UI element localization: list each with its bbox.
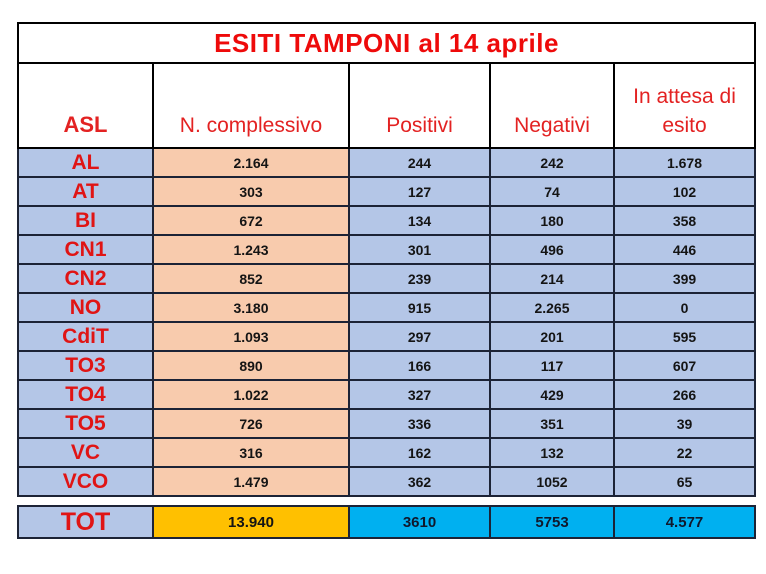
- total-table: TOT 13.940 3610 5753 4.577: [17, 505, 756, 539]
- attesa-cell: 0: [613, 292, 756, 323]
- table-row: TO4 1.022 327 429 266: [17, 379, 756, 410]
- positivi-cell: 244: [348, 147, 491, 178]
- attesa-cell: 102: [613, 176, 756, 207]
- title-row: ESITI TAMPONI al 14 aprile: [17, 22, 756, 64]
- column-header-asl: ASL: [17, 62, 154, 149]
- complessivo-cell: 1.243: [152, 234, 350, 265]
- total-positivi-cell: 3610: [348, 505, 491, 539]
- asl-cell: CN2: [17, 263, 154, 294]
- asl-cell: NO: [17, 292, 154, 323]
- positivi-cell: 301: [348, 234, 491, 265]
- negativi-cell: 74: [489, 176, 615, 207]
- negativi-cell: 429: [489, 379, 615, 410]
- complessivo-cell: 3.180: [152, 292, 350, 323]
- attesa-cell: 446: [613, 234, 756, 265]
- column-header-positivi: Positivi: [348, 62, 491, 149]
- table-row: VC 316 162 132 22: [17, 437, 756, 468]
- complessivo-cell: 726: [152, 408, 350, 439]
- asl-cell: VCO: [17, 466, 154, 497]
- complessivo-cell: 2.164: [152, 147, 350, 178]
- total-attesa-cell: 4.577: [613, 505, 756, 539]
- page-title: ESITI TAMPONI al 14 aprile: [17, 22, 756, 64]
- negativi-cell: 351: [489, 408, 615, 439]
- asl-cell: CdiT: [17, 321, 154, 352]
- positivi-cell: 239: [348, 263, 491, 294]
- complessivo-cell: 303: [152, 176, 350, 207]
- attesa-cell: 22: [613, 437, 756, 468]
- positivi-cell: 127: [348, 176, 491, 207]
- complessivo-cell: 1.093: [152, 321, 350, 352]
- negativi-cell: 2.265: [489, 292, 615, 323]
- positivi-cell: 362: [348, 466, 491, 497]
- complessivo-cell: 316: [152, 437, 350, 468]
- negativi-cell: 180: [489, 205, 615, 236]
- table-row: NO 3.180 915 2.265 0: [17, 292, 756, 323]
- positivi-cell: 327: [348, 379, 491, 410]
- positivi-cell: 166: [348, 350, 491, 381]
- asl-cell: TO4: [17, 379, 154, 410]
- asl-cell: BI: [17, 205, 154, 236]
- table-row: CN2 852 239 214 399: [17, 263, 756, 294]
- table-row: TO3 890 166 117 607: [17, 350, 756, 381]
- table-row: AL 2.164 244 242 1.678: [17, 147, 756, 178]
- table-row: AT 303 127 74 102: [17, 176, 756, 207]
- results-table: ESITI TAMPONI al 14 aprile ASL N. comple…: [17, 22, 756, 497]
- asl-cell: AL: [17, 147, 154, 178]
- negativi-cell: 201: [489, 321, 615, 352]
- attesa-cell: 1.678: [613, 147, 756, 178]
- positivi-cell: 134: [348, 205, 491, 236]
- asl-cell: VC: [17, 437, 154, 468]
- negativi-cell: 242: [489, 147, 615, 178]
- asl-cell: CN1: [17, 234, 154, 265]
- column-header-attesa: In attesa di esito: [613, 62, 756, 149]
- attesa-cell: 607: [613, 350, 756, 381]
- complessivo-cell: 1.479: [152, 466, 350, 497]
- negativi-cell: 117: [489, 350, 615, 381]
- asl-cell: TO3: [17, 350, 154, 381]
- asl-cell: TO5: [17, 408, 154, 439]
- table-row: TO5 726 336 351 39: [17, 408, 756, 439]
- positivi-cell: 162: [348, 437, 491, 468]
- negativi-cell: 214: [489, 263, 615, 294]
- negativi-cell: 132: [489, 437, 615, 468]
- positivi-cell: 336: [348, 408, 491, 439]
- negativi-cell: 496: [489, 234, 615, 265]
- negativi-cell: 1052: [489, 466, 615, 497]
- table-row: CdiT 1.093 297 201 595: [17, 321, 756, 352]
- attesa-cell: 39: [613, 408, 756, 439]
- total-negativi-cell: 5753: [489, 505, 615, 539]
- table-row: VCO 1.479 362 1052 65: [17, 466, 756, 497]
- total-label-cell: TOT: [17, 505, 154, 539]
- header-row: ASL N. complessivo Positivi Negativi In …: [17, 62, 756, 149]
- attesa-cell: 399: [613, 263, 756, 294]
- total-row: TOT 13.940 3610 5753 4.577: [17, 505, 756, 539]
- positivi-cell: 915: [348, 292, 491, 323]
- attesa-cell: 65: [613, 466, 756, 497]
- complessivo-cell: 1.022: [152, 379, 350, 410]
- complessivo-cell: 890: [152, 350, 350, 381]
- complessivo-cell: 672: [152, 205, 350, 236]
- attesa-cell: 358: [613, 205, 756, 236]
- positivi-cell: 297: [348, 321, 491, 352]
- attesa-cell: 266: [613, 379, 756, 410]
- total-complessivo-cell: 13.940: [152, 505, 350, 539]
- table-row: CN1 1.243 301 496 446: [17, 234, 756, 265]
- table-row: BI 672 134 180 358: [17, 205, 756, 236]
- complessivo-cell: 852: [152, 263, 350, 294]
- attesa-cell: 595: [613, 321, 756, 352]
- column-header-negativi: Negativi: [489, 62, 615, 149]
- asl-cell: AT: [17, 176, 154, 207]
- tamponi-table: ESITI TAMPONI al 14 aprile ASL N. comple…: [17, 22, 756, 539]
- column-header-complessivo: N. complessivo: [152, 62, 350, 149]
